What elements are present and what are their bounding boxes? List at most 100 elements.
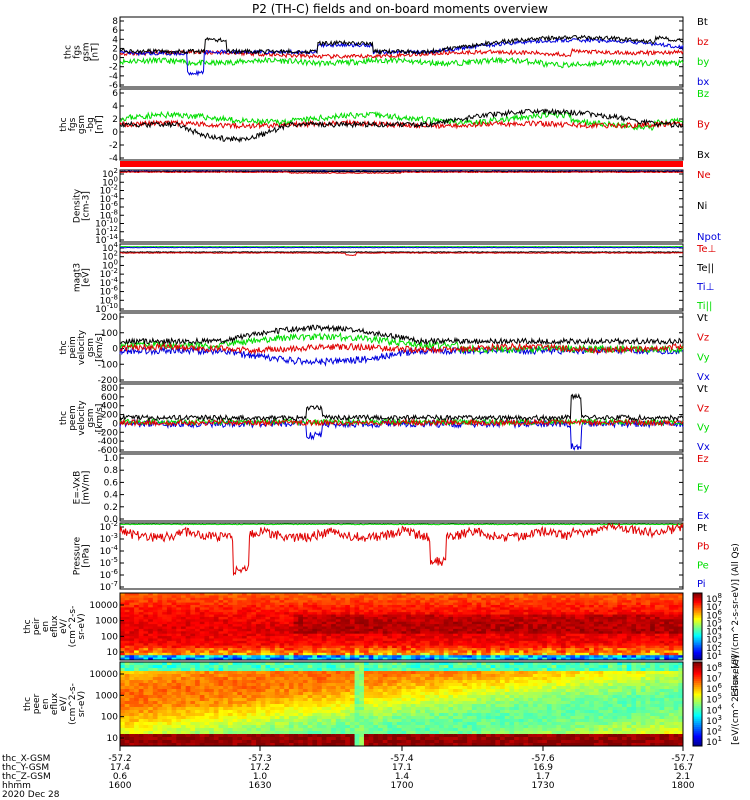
spectrogram-cell — [359, 595, 365, 599]
spectrogram-cell — [335, 593, 342, 596]
spectrogram-cell — [363, 612, 370, 616]
spectrogram-cell — [129, 737, 135, 741]
spectrogram-cell — [213, 719, 220, 723]
spectrogram-cell — [476, 614, 482, 618]
spectrogram-cell — [565, 619, 571, 623]
spectrogram-cell — [546, 652, 553, 656]
spectrogram-cell — [129, 740, 135, 744]
spectrogram-cell — [124, 638, 130, 642]
spectrogram-cell — [321, 650, 327, 654]
spectrogram-cell — [213, 655, 220, 659]
ytick-label: 10-2 — [100, 184, 118, 197]
spectrogram-cell — [331, 607, 337, 611]
spectrogram-cell — [143, 692, 149, 696]
spectrogram-cell — [293, 665, 299, 669]
spectrogram-cell — [124, 652, 130, 656]
spectrogram-cell — [636, 607, 642, 611]
spectrogram-cell — [284, 689, 290, 693]
spectrogram-cell — [406, 609, 412, 613]
spectrogram-cell — [171, 640, 177, 644]
spectrogram-cell — [270, 638, 276, 642]
spectrogram-cell — [448, 602, 454, 606]
spectrogram-cell — [664, 631, 670, 635]
spectrogram-cell — [434, 597, 440, 601]
spectrogram-cell — [279, 614, 285, 618]
spectrogram-cell — [490, 657, 496, 661]
spectrogram-cell — [523, 638, 529, 642]
spectrogram-cell — [317, 643, 323, 647]
spectrogram-cell — [298, 707, 304, 711]
colorbar-cell — [693, 654, 702, 658]
spectrogram-cell — [640, 600, 646, 604]
spectrogram-cell — [152, 650, 159, 654]
spectrogram-cell — [598, 636, 604, 639]
ytick-label: 0 — [112, 419, 118, 429]
spectrogram-cell — [232, 701, 238, 705]
spectrogram-cell — [166, 683, 173, 687]
spectrogram-cell — [575, 597, 581, 601]
spectrogram-cell — [180, 737, 187, 741]
spectrogram-cell — [659, 650, 665, 654]
spectrogram-cell — [227, 643, 234, 647]
spectrogram-cell — [317, 725, 323, 729]
spectrogram-cell — [518, 638, 524, 642]
spectrogram-cell — [462, 645, 468, 649]
spectrogram-cell — [378, 602, 384, 606]
spectrogram-cell — [162, 624, 168, 627]
spectrogram-cell — [185, 698, 191, 702]
spectrogram-cell — [678, 597, 684, 601]
spectrogram-cell — [326, 626, 332, 630]
spectrogram-cell — [556, 633, 562, 637]
spectrogram-cell — [326, 593, 332, 596]
spectrogram-cell — [213, 701, 220, 705]
spectrogram-cell — [607, 614, 614, 618]
spectrogram-cell — [227, 731, 234, 735]
spectrogram-cell — [462, 640, 468, 644]
spectrogram-cell — [143, 665, 149, 669]
spectrogram-cell — [603, 624, 609, 627]
spectrogram-cell — [382, 602, 388, 606]
spectrogram-cell — [368, 657, 374, 661]
spectrogram-cell — [190, 604, 196, 608]
spectrogram-cell — [157, 633, 163, 637]
spectrogram-cell — [622, 595, 628, 599]
spectrogram-cell — [636, 621, 642, 625]
spectrogram-cell — [129, 614, 135, 618]
spectrogram-cell — [284, 665, 290, 669]
spectrogram-cell — [171, 698, 177, 702]
spectrogram-cell — [293, 645, 299, 649]
spectrogram-cell — [307, 695, 313, 699]
spectrogram-cell — [293, 626, 299, 630]
spectrogram-cell — [195, 650, 201, 654]
spectrogram-cell — [485, 597, 492, 601]
spectrogram-cell — [331, 645, 337, 649]
spectrogram-cell — [495, 621, 501, 625]
panel-ylabel: [cm-3] — [82, 191, 92, 221]
spectrogram-cell — [218, 701, 224, 705]
spectrogram-cell — [302, 643, 309, 647]
spectrogram-cell — [561, 626, 567, 630]
spectrogram-cell — [251, 595, 257, 599]
spectrogram-cell — [368, 593, 374, 596]
spectrogram-cell — [678, 600, 684, 604]
spectrogram-cell — [162, 683, 168, 687]
spectrogram-cell — [246, 701, 252, 705]
spectrogram-cell — [143, 636, 149, 639]
spectrogram-cell — [307, 607, 313, 611]
spectrogram-cell — [664, 652, 670, 656]
spectrogram-cell — [157, 652, 163, 656]
spectrogram-cell — [185, 731, 191, 735]
spectrogram-cell — [551, 609, 557, 613]
spectrogram-cell — [575, 655, 581, 659]
spectrogram-cell — [213, 636, 220, 639]
spectrogram-cell — [607, 628, 614, 632]
spectrogram-cell — [495, 638, 501, 642]
spectrogram-cell — [650, 595, 656, 599]
spectrogram-cell — [485, 595, 492, 599]
spectrogram-cell — [298, 665, 304, 669]
spectrogram-cell — [373, 612, 379, 616]
spectrogram-cell — [598, 597, 604, 601]
spectrogram-cell — [260, 710, 266, 714]
spectrogram-cell — [223, 631, 229, 635]
spectrogram-cell — [274, 631, 281, 635]
